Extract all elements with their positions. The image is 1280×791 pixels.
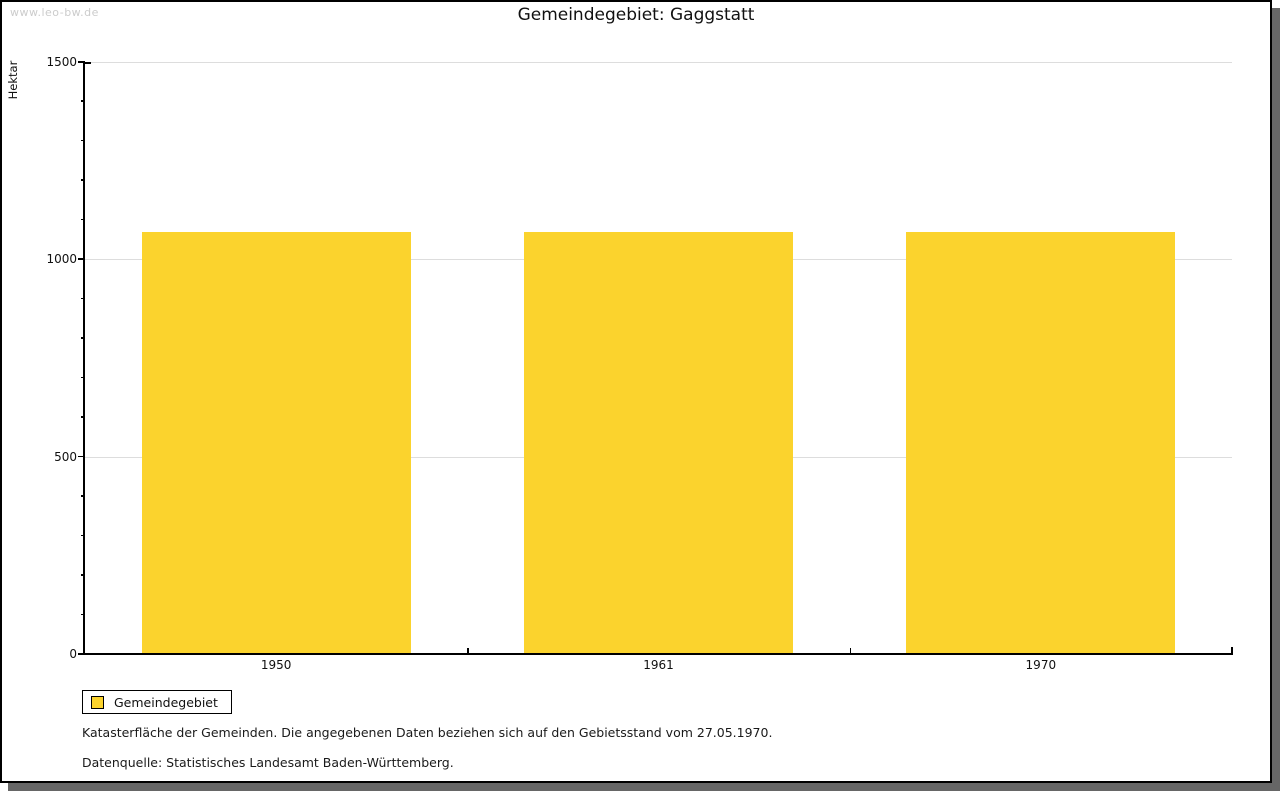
footnote-data-source: Datenquelle: Statistisches Landesamt Bad… — [82, 755, 454, 770]
y-axis-tick — [78, 61, 85, 63]
page-title: Gemeindegebiet: Gaggstatt — [517, 5, 755, 25]
x-axis-tick-label: 1961 — [643, 658, 674, 672]
legend: Gemeindegebiet — [82, 690, 232, 714]
bar — [142, 232, 411, 654]
y-axis-tick — [78, 653, 85, 655]
x-axis-tick-label: 1970 — [1025, 658, 1057, 672]
y-axis-tick — [78, 455, 85, 458]
legend-label: Gemeindegebiet — [114, 694, 218, 710]
x-axis-endcap-tick — [1231, 647, 1233, 654]
y-axis-tick-label: 1000 — [46, 252, 77, 267]
bar — [524, 232, 793, 654]
gridline — [85, 62, 1232, 63]
x-axis-line — [83, 653, 1233, 655]
legend-swatch-icon — [91, 695, 104, 709]
y-axis-endcap-tick — [85, 62, 91, 64]
plot-area: 0 500 1000 1500 1950 1961 1970 — [2, 2, 1270, 781]
footnote-source-note: Katasterfläche der Gemeinden. Die angege… — [82, 725, 773, 740]
y-axis-tick — [78, 258, 85, 260]
x-axis-tick-label: 1950 — [260, 658, 292, 672]
y-axis-tick-label: 500 — [54, 449, 77, 464]
x-axis-separator-tick — [849, 648, 852, 654]
y-axis-tick-label: 1500 — [46, 55, 77, 69]
bar — [906, 232, 1175, 654]
x-axis-separator-tick — [467, 648, 469, 654]
y-axis-tick-label: 0 — [69, 647, 77, 661]
watermark: www.leo-bw.de — [10, 6, 99, 19]
y-axis-line — [83, 62, 85, 654]
